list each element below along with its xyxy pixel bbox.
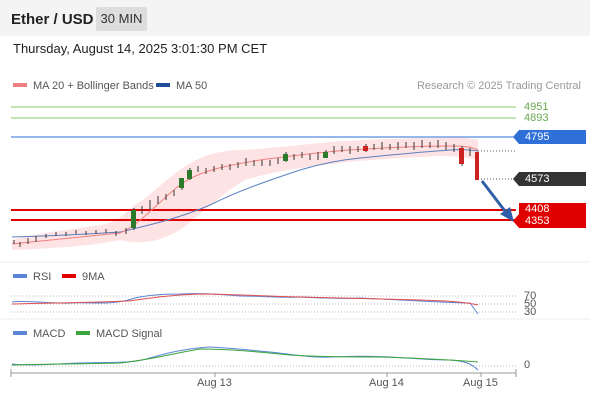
macd-signal-legend: MACD Signal bbox=[76, 328, 162, 340]
rsi-9ma-line bbox=[11, 293, 479, 306]
ma20-swatch bbox=[13, 83, 27, 88]
support-tag-s1: 4408 bbox=[519, 203, 586, 215]
pivot-tag-notch bbox=[513, 130, 519, 144]
pivot-value: 4795 bbox=[525, 131, 550, 143]
rsi-swatch bbox=[13, 274, 27, 279]
candle-up bbox=[187, 170, 192, 179]
ma50-label: MA 50 bbox=[176, 80, 208, 92]
candle-last bbox=[475, 152, 479, 180]
candle-up bbox=[283, 154, 288, 161]
rsi-label: RSI bbox=[33, 271, 52, 283]
ma20-label: MA 20 + Bollinger Bands bbox=[33, 80, 154, 92]
candle-up bbox=[179, 178, 184, 188]
resistance-label-r1: 4893 bbox=[524, 112, 549, 124]
candlesticks bbox=[13, 140, 479, 247]
bollinger-band bbox=[12, 137, 478, 250]
legend-ma20: MA 20 + Bollinger Bands bbox=[13, 80, 154, 92]
macd-signal-line bbox=[11, 348, 479, 366]
ma50-swatch bbox=[156, 83, 170, 88]
rsi-9ma-swatch bbox=[62, 274, 76, 279]
support-tag-s2: 4353 bbox=[513, 214, 586, 228]
pivot-tag: 4795 bbox=[513, 130, 586, 144]
last-price-value: 4573 bbox=[525, 173, 550, 185]
support-value-s2: 4353 bbox=[525, 215, 550, 227]
forecast-arrowhead bbox=[500, 207, 514, 222]
last-price-tag-notch bbox=[513, 172, 519, 186]
timeframe-badge[interactable]: 30 MIN bbox=[96, 7, 147, 31]
support-value-s1: 4408 bbox=[525, 203, 550, 215]
x-axis-label-aug13: Aug 13 bbox=[197, 377, 232, 389]
resistance-label-r2: 4951 bbox=[524, 101, 549, 113]
ma20-line bbox=[11, 145, 479, 245]
forecast-arrow bbox=[480, 180, 510, 216]
candle-up bbox=[323, 152, 328, 158]
macd-label: MACD bbox=[33, 328, 66, 340]
rsi-level-label-50: 50 bbox=[524, 298, 537, 310]
x-axis-label-aug14: Aug 14 bbox=[369, 377, 404, 389]
legend-ma50: MA 50 bbox=[156, 80, 207, 92]
rsi-level-label-70: 70 bbox=[524, 290, 537, 302]
macd-legend: MACD bbox=[13, 328, 65, 340]
rsi-line bbox=[11, 293, 479, 315]
rsi-level-label-30: 30 bbox=[524, 306, 537, 318]
support-tag-notch bbox=[513, 214, 519, 228]
rsi-9ma-label: 9MA bbox=[82, 271, 105, 283]
credit-text: Research © 2025 Trading Central bbox=[416, 80, 581, 92]
macd-signal-label: MACD Signal bbox=[96, 328, 163, 340]
rsi-9ma-legend: 9MA bbox=[62, 271, 105, 283]
header-bar: Ether / USD 30 MIN bbox=[0, 0, 590, 36]
candle-breakout bbox=[131, 210, 136, 228]
macd-signal-swatch bbox=[76, 331, 90, 336]
symbol-title: Ether / USD bbox=[11, 11, 94, 28]
datetime-label: Thursday, August 14, 2025 3:01:30 PM CET bbox=[13, 41, 268, 56]
macd-swatch bbox=[13, 331, 27, 336]
x-axis-label-aug15: Aug 15 bbox=[463, 377, 498, 389]
last-price-tag: 4573 bbox=[513, 172, 586, 186]
candle-down bbox=[459, 148, 464, 164]
candle-down bbox=[363, 146, 368, 151]
macd-zero-label: 0 bbox=[524, 359, 531, 371]
rsi-legend: RSI bbox=[13, 271, 51, 283]
